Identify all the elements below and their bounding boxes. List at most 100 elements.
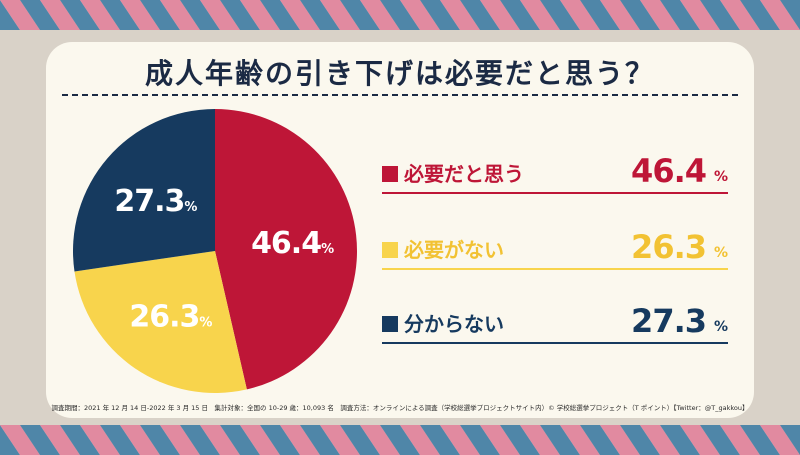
band-stripe: [300, 0, 340, 30]
band-stripe: [260, 0, 300, 30]
pie-slice-label-1: 46.4%: [251, 226, 334, 261]
band-stripe: [380, 0, 420, 30]
legend-swatch: [382, 242, 398, 258]
top-decorative-band: [0, 0, 800, 30]
legend-percent-sign: %: [713, 319, 728, 335]
band-stripe: [620, 0, 660, 30]
pie-chart: 46.4% 26.3% 27.3%: [73, 109, 358, 393]
band-stripe: [520, 0, 560, 30]
band-stripe: [600, 425, 640, 455]
legend-item-3: 分からない 27.3%: [382, 302, 728, 344]
legend-swatch: [382, 166, 398, 182]
band-stripe: [320, 0, 360, 30]
pie-slice-label-2: 26.3%: [129, 299, 212, 334]
band-stripe: [440, 0, 480, 30]
band-stripe: [700, 0, 740, 30]
band-stripe: [80, 425, 120, 455]
legend-value: 46.4: [631, 152, 707, 190]
band-stripe: [0, 0, 40, 30]
band-stripe: [600, 0, 640, 30]
band-stripe: [540, 425, 580, 455]
band-stripe: [780, 0, 800, 30]
pie-slice-1: [215, 109, 358, 390]
band-stripe: [100, 425, 140, 455]
band-stripe: [560, 425, 600, 455]
band-stripe: [40, 425, 80, 455]
legend-item-2: 必要がない 26.3%: [382, 228, 728, 270]
legend-item-1: 必要だと思う 46.4%: [382, 152, 728, 194]
band-stripe: [460, 0, 500, 30]
band-stripe: [580, 425, 620, 455]
band-stripe: [340, 425, 380, 455]
band-stripe: [720, 0, 760, 30]
band-stripe: [440, 425, 480, 455]
band-stripe: [360, 0, 400, 30]
legend-label: 分からない: [404, 312, 504, 336]
band-stripe: [740, 0, 780, 30]
band-stripe: [280, 0, 320, 30]
pie-slice-2: [74, 251, 247, 393]
band-stripe: [240, 0, 280, 30]
band-stripe: [720, 425, 760, 455]
band-stripe: [400, 0, 440, 30]
band-stripe: [60, 0, 100, 30]
band-stripe: [20, 425, 60, 455]
band-stripe: [760, 0, 800, 30]
band-stripe: [280, 425, 320, 455]
band-stripe: [200, 0, 240, 30]
band-stripe: [580, 0, 620, 30]
survey-footnote: 調査期間：2021 年 12 月 14 日-2022 年 3 月 15 日 集計…: [51, 404, 749, 412]
band-stripe: [220, 0, 260, 30]
band-stripe: [120, 425, 160, 455]
band-stripe: [180, 0, 220, 30]
band-stripe: [400, 425, 440, 455]
band-stripe: [380, 425, 420, 455]
band-stripe: [760, 425, 800, 455]
band-stripe: [220, 425, 260, 455]
band-stripe: [640, 0, 680, 30]
band-stripe: [460, 425, 500, 455]
band-stripe: [120, 0, 160, 30]
band-stripe: [300, 425, 340, 455]
band-stripe: [500, 0, 540, 30]
band-stripe: [60, 425, 100, 455]
band-stripe: [40, 0, 80, 30]
band-stripe: [500, 425, 540, 455]
band-stripe: [540, 0, 580, 30]
band-stripe: [100, 0, 140, 30]
band-stripe: [360, 425, 400, 455]
legend-swatch: [382, 316, 398, 332]
band-stripe: [160, 425, 200, 455]
band-stripe: [420, 425, 460, 455]
band-stripe: [680, 0, 720, 30]
band-stripe: [0, 425, 40, 455]
band-stripe: [520, 425, 560, 455]
band-stripe: [200, 425, 240, 455]
band-stripe: [240, 425, 280, 455]
pie-slice-label-3: 27.3%: [114, 184, 197, 219]
band-stripe: [700, 425, 740, 455]
band-stripe: [420, 0, 460, 30]
band-stripe: [160, 0, 200, 30]
band-stripe: [140, 0, 180, 30]
legend-value: 27.3: [631, 302, 707, 340]
legend-underline: [382, 342, 728, 344]
band-stripe: [260, 425, 300, 455]
band-stripe: [180, 425, 220, 455]
bottom-decorative-band: [0, 425, 800, 455]
band-stripe: [640, 425, 680, 455]
band-stripe: [140, 425, 180, 455]
legend-label: 必要だと思う: [404, 162, 524, 186]
band-stripe: [20, 0, 60, 30]
band-stripe: [320, 425, 360, 455]
band-stripe: [620, 425, 660, 455]
legend-percent-sign: %: [713, 245, 728, 261]
band-stripe: [780, 425, 800, 455]
legend-underline: [382, 268, 728, 270]
legend-value: 26.3: [631, 228, 707, 266]
legend-underline: [382, 192, 728, 194]
pie-slice-3: [73, 109, 215, 272]
band-stripe: [740, 425, 780, 455]
chart-title: 成人年齢の引き下げは必要だと思う？: [144, 57, 655, 90]
legend-percent-sign: %: [713, 169, 728, 185]
